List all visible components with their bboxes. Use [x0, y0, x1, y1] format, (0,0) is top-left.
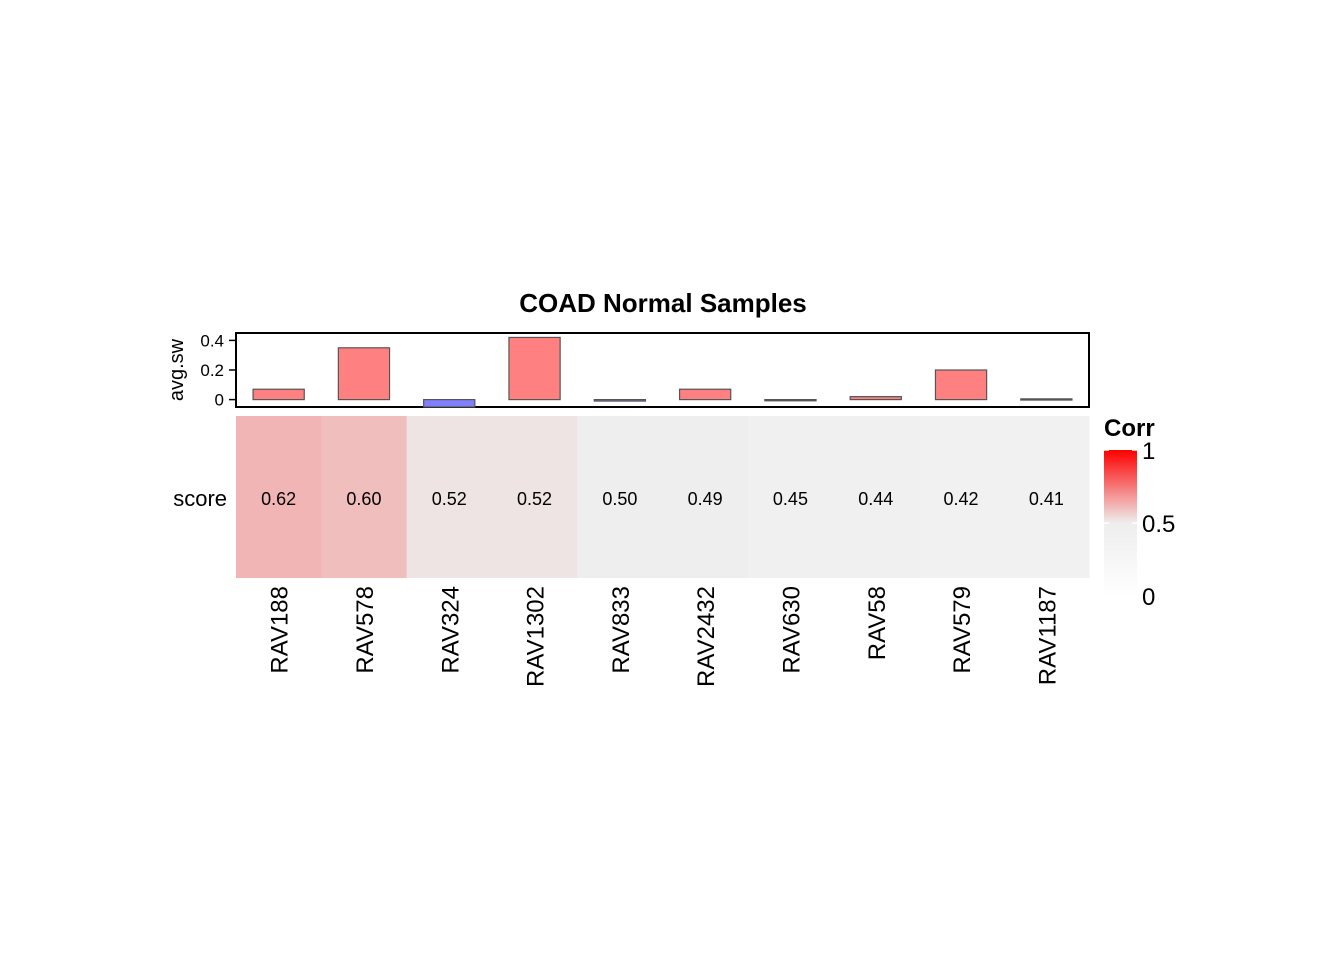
legend-tick-label: 0.5 [1142, 511, 1175, 538]
heatmap-cell-label: 0.44 [858, 489, 893, 509]
bar-marks [252, 336, 1073, 408]
heatmap-cell [406, 416, 493, 578]
bar-annotation: avg.sw 0 0.2 0.4 [166, 331, 1090, 410]
column-label: RAV630 [778, 586, 805, 674]
color-legend: Corr 00.51 [1104, 415, 1175, 611]
heatmap-cell-label: 0.49 [688, 489, 723, 509]
heatmap-cell [236, 416, 322, 578]
heatmap-cell [321, 416, 408, 578]
column-label: RAV1302 [523, 586, 550, 687]
column-label: RAV579 [949, 586, 976, 674]
heatmap-cell [833, 416, 919, 578]
heatmap-cell-label: 0.52 [517, 489, 552, 509]
heatmap-cell-label: 0.52 [432, 489, 467, 509]
heatmap-cell [1003, 416, 1090, 578]
heatmap: score 0.62 0.60 0.52 0.52 0.50 0.49 0.45 0.44 0.… [173, 416, 1090, 687]
legend-tick-label: 0 [1142, 584, 1155, 611]
bar-mark [337, 347, 391, 401]
heatmap-row-label: score [173, 486, 227, 511]
bar-y-axis: 0 0.2 0.4 [200, 331, 236, 410]
heatmap-cells: 0.62 0.60 0.52 0.52 0.50 0.49 0.45 0.44 0.42 0.41 [236, 416, 1090, 578]
column-label: RAV58 [864, 586, 891, 660]
bar-mark [764, 399, 817, 402]
heatmap-cell [918, 416, 1005, 578]
column-label: RAV578 [352, 586, 379, 674]
heatmap-cell-label: 0.42 [944, 489, 979, 509]
legend-color-bar [1104, 450, 1137, 596]
bar-mark [593, 399, 647, 402]
column-label: RAV2432 [693, 586, 720, 687]
heatmap-cell-label: 0.60 [346, 489, 381, 509]
bar-mark [1020, 398, 1073, 401]
heatmap-cell [747, 416, 834, 578]
column-label: RAV188 [267, 586, 294, 674]
bar-mark [508, 336, 561, 401]
bar-y-tick-label: 0.2 [200, 361, 224, 380]
legend-title: Corr [1104, 415, 1155, 442]
legend-ticks: 00.51 [1104, 438, 1175, 611]
heatmap-cell [662, 416, 749, 578]
bar-y-tick-label: 0.4 [200, 331, 224, 350]
heatmap-cell-label: 0.45 [773, 489, 808, 509]
chart-title: COAD Normal Samples [519, 288, 807, 318]
heatmap-cell-label: 0.41 [1029, 489, 1064, 509]
bar-mark [934, 369, 988, 401]
column-labels: RAV188 RAV578 RAV324 RAV1302 RAV833 RAV2432 RA… [267, 586, 1062, 687]
heatmap-cell-label: 0.62 [261, 489, 296, 509]
heatmap-cell [577, 416, 663, 578]
bar-y-axis-label: avg.sw [166, 338, 188, 401]
bar-mark [849, 396, 902, 401]
column-label: RAV833 [608, 586, 635, 674]
bar-mark [252, 388, 305, 401]
bar-mark [678, 388, 732, 401]
heatmap-cell [491, 416, 578, 578]
bar-mark [423, 399, 476, 408]
heatmap-cell-label: 0.50 [602, 489, 637, 509]
bar-y-tick-label: 0 [215, 391, 224, 410]
legend-tick-label: 1 [1142, 438, 1155, 465]
column-label: RAV324 [437, 586, 464, 674]
column-label: RAV1187 [1034, 586, 1061, 685]
